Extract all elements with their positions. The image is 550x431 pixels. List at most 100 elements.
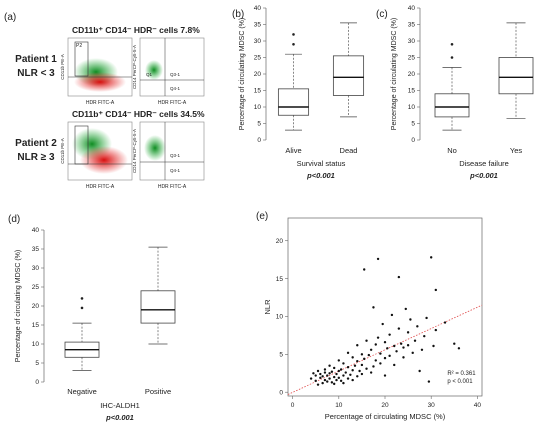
data-point [332, 382, 336, 386]
box-dead [332, 22, 365, 118]
data-point [397, 327, 401, 330]
y-tick-label: 40 [408, 5, 416, 12]
data-point [372, 365, 375, 368]
data-point [369, 371, 373, 374]
data-point [356, 344, 359, 347]
gate-label-q3-1: Q3-1 [170, 153, 181, 158]
y-tick-label: 20 [32, 303, 40, 310]
gate-label-p2: P2 [76, 43, 82, 49]
data-point [413, 339, 417, 342]
data-point [328, 372, 331, 375]
data-point [346, 377, 350, 380]
y-tick-label: 0 [279, 389, 283, 396]
x-tick-label: 20 [381, 402, 389, 409]
data-point [346, 351, 350, 355]
y-axis-title: NLR [263, 299, 272, 315]
x-tick-label: 10 [335, 402, 343, 409]
y-axis-label-p2-left: CD11b PE-A [60, 138, 65, 163]
data-point [399, 342, 403, 345]
x-category-label: Alive [285, 146, 301, 155]
x-category-label: No [447, 146, 457, 155]
y-tick-label: 25 [254, 55, 262, 62]
data-point [427, 380, 431, 383]
x-tick-label: 40 [474, 402, 482, 409]
y-tick-label: 5 [411, 121, 415, 128]
y-axis-label-p2-right: CD14 PerCP-Cy5-5-A [132, 129, 137, 173]
data-point [434, 328, 438, 332]
outlier-point [292, 43, 295, 46]
gate-label-q4-1: Q4-1 [170, 86, 181, 91]
data-point [328, 364, 331, 367]
data-point [365, 339, 368, 342]
data-point [402, 356, 405, 359]
data-point [404, 307, 407, 311]
data-point [360, 363, 364, 367]
data-point [367, 353, 371, 357]
data-point [332, 366, 336, 370]
data-point [323, 378, 327, 382]
y-tick-label: 35 [254, 22, 262, 29]
data-point [365, 367, 368, 370]
data-point [381, 322, 384, 326]
outlier-point [80, 297, 84, 300]
data-point [383, 356, 387, 360]
y-tick-label: 25 [408, 55, 416, 62]
data-point [376, 336, 380, 339]
data-point [411, 351, 414, 355]
data-point [328, 377, 331, 380]
boxplot-ihc-aldh1: 0 5 10 15 20 25 30 35 40 Percentage of circulatin… [15, 227, 176, 422]
data-point [418, 369, 421, 373]
data-point [330, 370, 334, 373]
y-axis-title: Percentage of circulating MDSC (%) [239, 18, 246, 130]
box-iqr [140, 290, 176, 324]
data-point [388, 354, 391, 358]
data-point [383, 341, 387, 344]
data-point [369, 348, 373, 351]
x-axis-label-p1-right: HDR FITC-A [158, 100, 187, 106]
data-point [390, 313, 394, 317]
x-axis-title: Survival status [297, 159, 346, 168]
flow-plot-p2-right: Q3-1 Q4-1 HDR FITC-A CD14 PerCP-Cy5-5-A [132, 121, 205, 190]
patient2-label: Patient 2 [15, 138, 57, 149]
data-point [429, 256, 433, 259]
data-point [342, 374, 345, 377]
outlier-point [80, 306, 84, 310]
panel-label-d: (d) [8, 214, 20, 225]
data-point [374, 343, 377, 346]
data-point [335, 378, 338, 382]
data-point [363, 268, 366, 271]
x-axis-title: IHC-ALDH1 [100, 401, 140, 410]
data-point [409, 318, 412, 321]
data-point [337, 376, 341, 380]
flow-header-patient1: CD11b⁺ CD14⁻ HDR⁻ cells 7.8% [72, 25, 200, 35]
box-iqr [434, 93, 470, 118]
data-point [416, 325, 419, 328]
gate-label-q3-1: Q3-1 [170, 72, 181, 77]
data-point [309, 377, 313, 380]
data-point [360, 353, 364, 356]
panel-label-b: (b) [232, 9, 244, 20]
y-tick-label: 10 [276, 314, 284, 321]
flow-plot-p1-left: P2 HDR FITC-A CD11b PE-A [60, 37, 133, 106]
y-tick-label: 15 [408, 88, 416, 95]
green-population [145, 60, 163, 80]
box-yes [498, 22, 534, 119]
data-point [339, 379, 343, 383]
data-point [342, 381, 345, 385]
data-point [314, 379, 317, 383]
box-positive [140, 246, 176, 345]
y-tick-label: 5 [257, 121, 261, 128]
y-tick-label: 0 [257, 137, 261, 144]
panel-a: (a) CD11b⁺ CD14⁻ HDR⁻ cells 7.8% CD11b⁺ … [4, 12, 205, 190]
x-category-label: Negative [67, 387, 97, 396]
data-point [393, 363, 396, 367]
data-point [374, 359, 377, 362]
regression-line [287, 304, 483, 395]
data-point [349, 373, 352, 376]
y-tick-label: 20 [276, 238, 284, 245]
data-point [443, 321, 447, 324]
y-tick-label: 40 [254, 5, 262, 12]
data-point [321, 381, 324, 385]
y-tick-label: 0 [35, 379, 39, 386]
box-iqr [277, 88, 310, 116]
